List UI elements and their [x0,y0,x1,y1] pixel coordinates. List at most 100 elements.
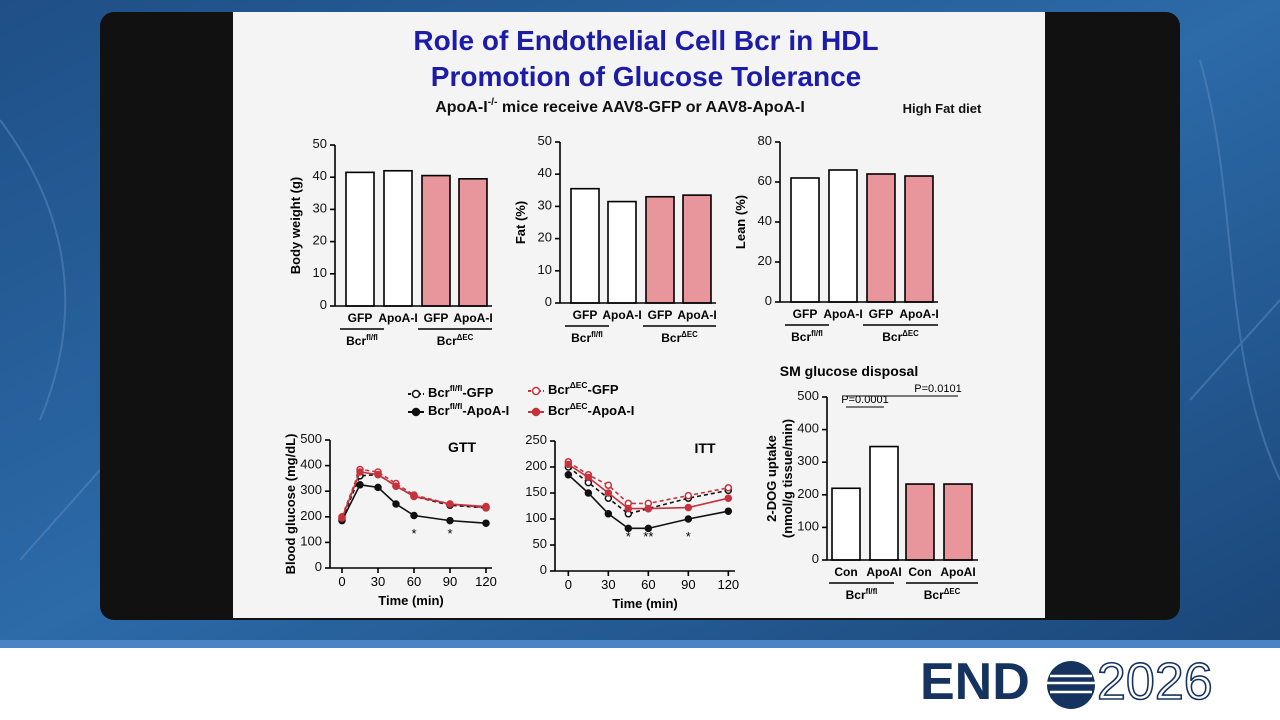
logo-globe [1047,661,1095,709]
x-tick-label: GFP [424,311,449,325]
y-tick-label: 300 [300,483,322,498]
slide-title: Role of Endothelial Cell Bcr in HDL [413,25,878,56]
y-tick-label: 150 [525,484,547,499]
p-value: P=0.0001 [841,394,888,406]
x-tick-label: ApoA-I [899,307,938,321]
significance-mark: * [626,529,631,544]
chart-title: ITT [695,440,716,456]
x-tick-label: 0 [565,577,572,592]
logo-text: END [920,653,1030,711]
chart-title: SM glucose disposal [780,363,918,379]
bar [828,169,858,303]
significance-mark: * [447,526,452,541]
slide-title: Promotion of Glucose Tolerance [431,61,861,92]
y-tick-label: 200 [797,486,819,501]
bar [831,487,861,561]
group-label: Bcrfl/fl [571,330,603,346]
y-tick-label: 0 [812,551,819,566]
x-tick-label: ApoA-I [602,308,641,322]
y-tick-label: 400 [300,457,322,472]
y-tick-label: 300 [797,454,819,469]
y-tick-label: 100 [300,534,322,549]
x-tick-label: GFP [573,308,598,322]
data-point [446,516,454,525]
x-tick-label: 120 [475,574,497,589]
bar [421,174,451,307]
y-axis-label: 2-DOG uptake [764,435,779,522]
data-point [392,482,400,490]
y-tick-label: 500 [300,431,322,446]
data-point [410,492,418,501]
y-tick-label: 20 [758,253,772,268]
group-label: BcrΔEC [661,330,698,346]
data-point [410,511,418,520]
x-tick-label: GFP [793,307,818,321]
y-tick-label: 10 [538,262,552,277]
group-label: Bcrfl/fl [346,333,378,349]
legend-label: Bcrfl/fl-GFP [428,383,494,400]
chart-title: GTT [448,439,476,455]
y-axis-label: Fat (%) [513,201,528,244]
y-tick-label: 30 [313,201,327,216]
data-point [374,483,382,492]
bar [383,169,413,307]
x-tick-label: ApoAI [940,565,975,579]
bar [905,483,935,561]
logo-year: 2026 [1097,653,1213,711]
y-axis-label: Blood glucose (mg/dL) [283,434,298,575]
group-label: BcrΔEC [924,587,961,603]
y-tick-label: 40 [538,166,552,181]
legend-label: BcrΔEC-GFP [548,380,619,397]
y-tick-label: 0 [545,294,552,309]
bar [645,195,675,304]
legend-label: Bcrfl/fl-ApoA-I [428,401,509,418]
x-tick-label: 60 [641,577,655,592]
y-tick-label: 60 [758,173,772,188]
x-tick-label: 0 [338,574,345,589]
bar [570,187,600,304]
x-tick-label: 120 [717,577,739,592]
x-tick-label: Con [908,565,931,579]
data-point [724,507,733,515]
y-tick-label: 100 [797,519,819,534]
x-tick-label: 30 [371,574,385,589]
bar [790,177,820,303]
data-point [604,510,613,518]
y-tick-label: 40 [313,169,327,184]
bar [458,178,488,307]
x-tick-label: ApoA-I [453,311,492,325]
legend-label: BcrΔEC-ApoA-I [548,401,634,418]
y-tick-label: 80 [758,133,772,148]
p-value: P=0.0101 [914,383,961,395]
data-point [374,470,382,479]
group-label: Bcrfl/fl [791,329,823,345]
bar [345,171,375,307]
y-tick-label: 20 [538,230,552,245]
y-tick-label: 50 [538,133,552,148]
legend-marker [531,386,541,396]
y-tick-label: 250 [525,432,547,447]
x-tick-label: ApoA-I [378,311,417,325]
y-axis-label: Body weight (g) [288,177,303,275]
data-point [684,491,693,500]
y-tick-label: 500 [797,388,819,403]
data-point [624,504,633,513]
data-point [584,473,593,482]
data-point [644,524,653,533]
bar [869,445,899,561]
significance-mark: * [411,526,416,541]
x-tick-label: ApoA-I [677,308,716,322]
data-point [482,519,490,527]
data-point [564,471,573,479]
y-tick-label: 100 [525,510,547,525]
legend-marker [531,407,541,417]
footer-stripe [0,640,1280,648]
y-tick-label: 30 [538,198,552,213]
data-point [684,515,693,523]
group-label: BcrΔEC [437,333,474,349]
x-tick-label: GFP [869,307,894,321]
y-tick-label: 0 [315,559,322,574]
x-tick-label: GFP [648,308,673,322]
data-point [644,504,653,513]
